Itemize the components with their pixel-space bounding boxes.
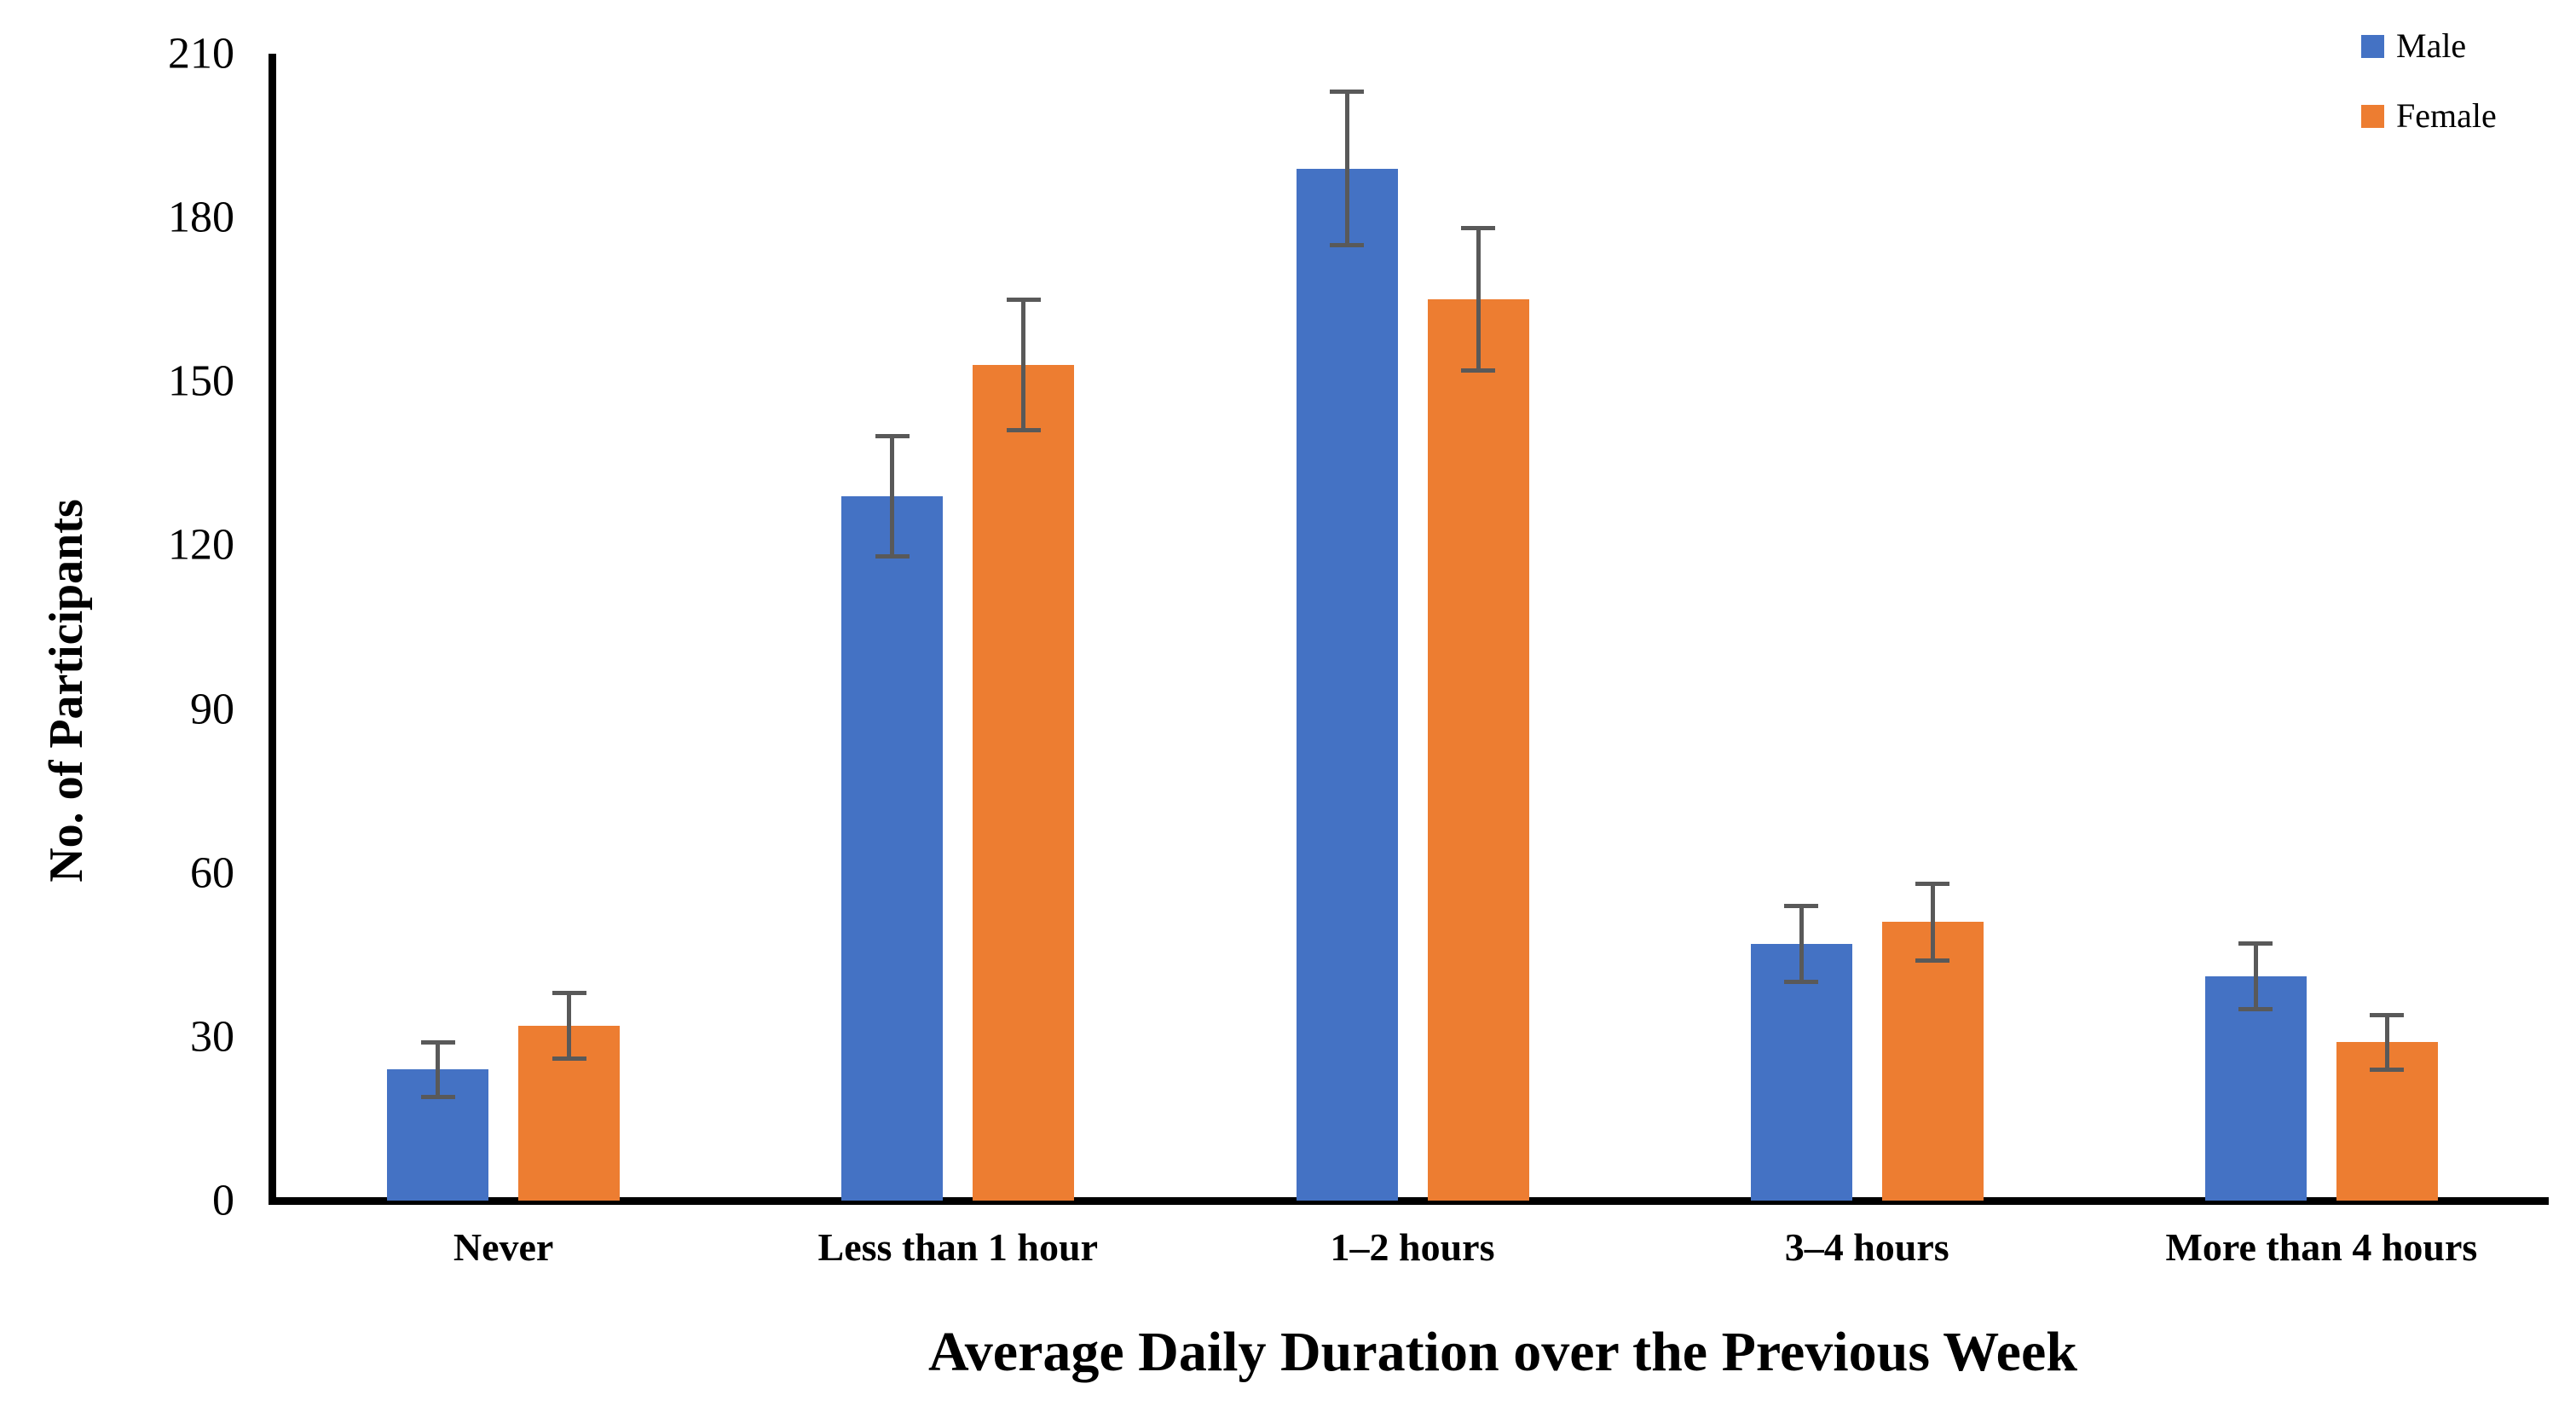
male-bar <box>1750 943 1852 1201</box>
error-bar-cap-top <box>1330 90 1364 95</box>
error-bar-cap-bottom <box>420 1094 455 1099</box>
y-axis-line <box>269 54 276 1205</box>
error-bar-cap-top <box>1784 903 1819 908</box>
error-bar-cap-top <box>1006 297 1041 302</box>
x-category-label: More than 4 hours <box>2165 1225 2478 1269</box>
error-bar-line <box>2253 943 2258 1010</box>
error-bar-cap-bottom <box>1461 368 1495 373</box>
error-bar-cap-top <box>1461 226 1495 231</box>
error-bar-line <box>567 993 572 1059</box>
male-bar <box>1296 168 1398 1201</box>
y-tick-label: 60 <box>190 848 234 898</box>
x-category-label: 1–2 hours <box>1330 1225 1495 1269</box>
y-tick-label: 210 <box>168 29 234 78</box>
error-bar-line <box>1930 883 1935 961</box>
error-bar-line <box>1476 228 1481 371</box>
legend: Male Female <box>2361 26 2497 136</box>
error-bar-line <box>436 1042 441 1097</box>
x-category-label: Less than 1 hour <box>817 1225 1099 1269</box>
error-bar-cap-bottom <box>2238 1007 2273 1012</box>
x-axis-line <box>269 1197 2549 1205</box>
error-bar-cap-bottom <box>2370 1067 2405 1072</box>
error-bar-cap-top <box>552 991 586 996</box>
y-tick-label: 30 <box>190 1012 234 1062</box>
error-bar-line <box>1021 299 1026 431</box>
y-tick-label: 180 <box>168 193 234 242</box>
error-bar-cap-bottom <box>1330 242 1364 247</box>
error-bar-cap-top <box>875 433 910 438</box>
y-tick-label: 90 <box>190 685 234 734</box>
y-tick-label: 120 <box>168 520 234 570</box>
error-bar-cap-top <box>2370 1012 2405 1017</box>
legend-item-female: Female <box>2361 96 2497 136</box>
error-bar-cap-top <box>1915 882 1950 887</box>
error-bar-line <box>2384 1015 2389 1070</box>
error-bar-cap-top <box>2238 941 2273 946</box>
error-bar-line <box>1344 91 1349 246</box>
male-legend-label: Male <box>2396 26 2467 65</box>
error-bar-cap-bottom <box>552 1056 586 1061</box>
legend-item-male: Male <box>2361 26 2497 67</box>
x-axis-title: Average Daily Duration over the Previous… <box>928 1321 2077 1383</box>
female-bar <box>973 365 1075 1201</box>
x-category-label: Never <box>453 1225 554 1269</box>
y-tick-label: 0 <box>212 1176 234 1225</box>
female-legend-swatch-icon <box>2361 104 2384 128</box>
female-bar <box>1427 299 1529 1201</box>
female-legend-label: Female <box>2396 96 2497 135</box>
error-bar-line <box>1799 906 1804 982</box>
error-bar-cap-bottom <box>875 553 910 559</box>
error-bar-line <box>890 436 895 557</box>
male-bar <box>841 495 944 1201</box>
x-category-label: 3–4 hours <box>1784 1225 1949 1269</box>
error-bar-cap-bottom <box>1915 958 1950 963</box>
male-bar <box>2204 976 2307 1201</box>
female-bar <box>1881 922 1984 1201</box>
error-bar-cap-bottom <box>1784 980 1819 985</box>
error-bar-cap-top <box>420 1039 455 1045</box>
y-tick-label: 150 <box>168 356 234 406</box>
error-bar-cap-bottom <box>1006 428 1041 433</box>
male-legend-swatch-icon <box>2361 34 2384 58</box>
